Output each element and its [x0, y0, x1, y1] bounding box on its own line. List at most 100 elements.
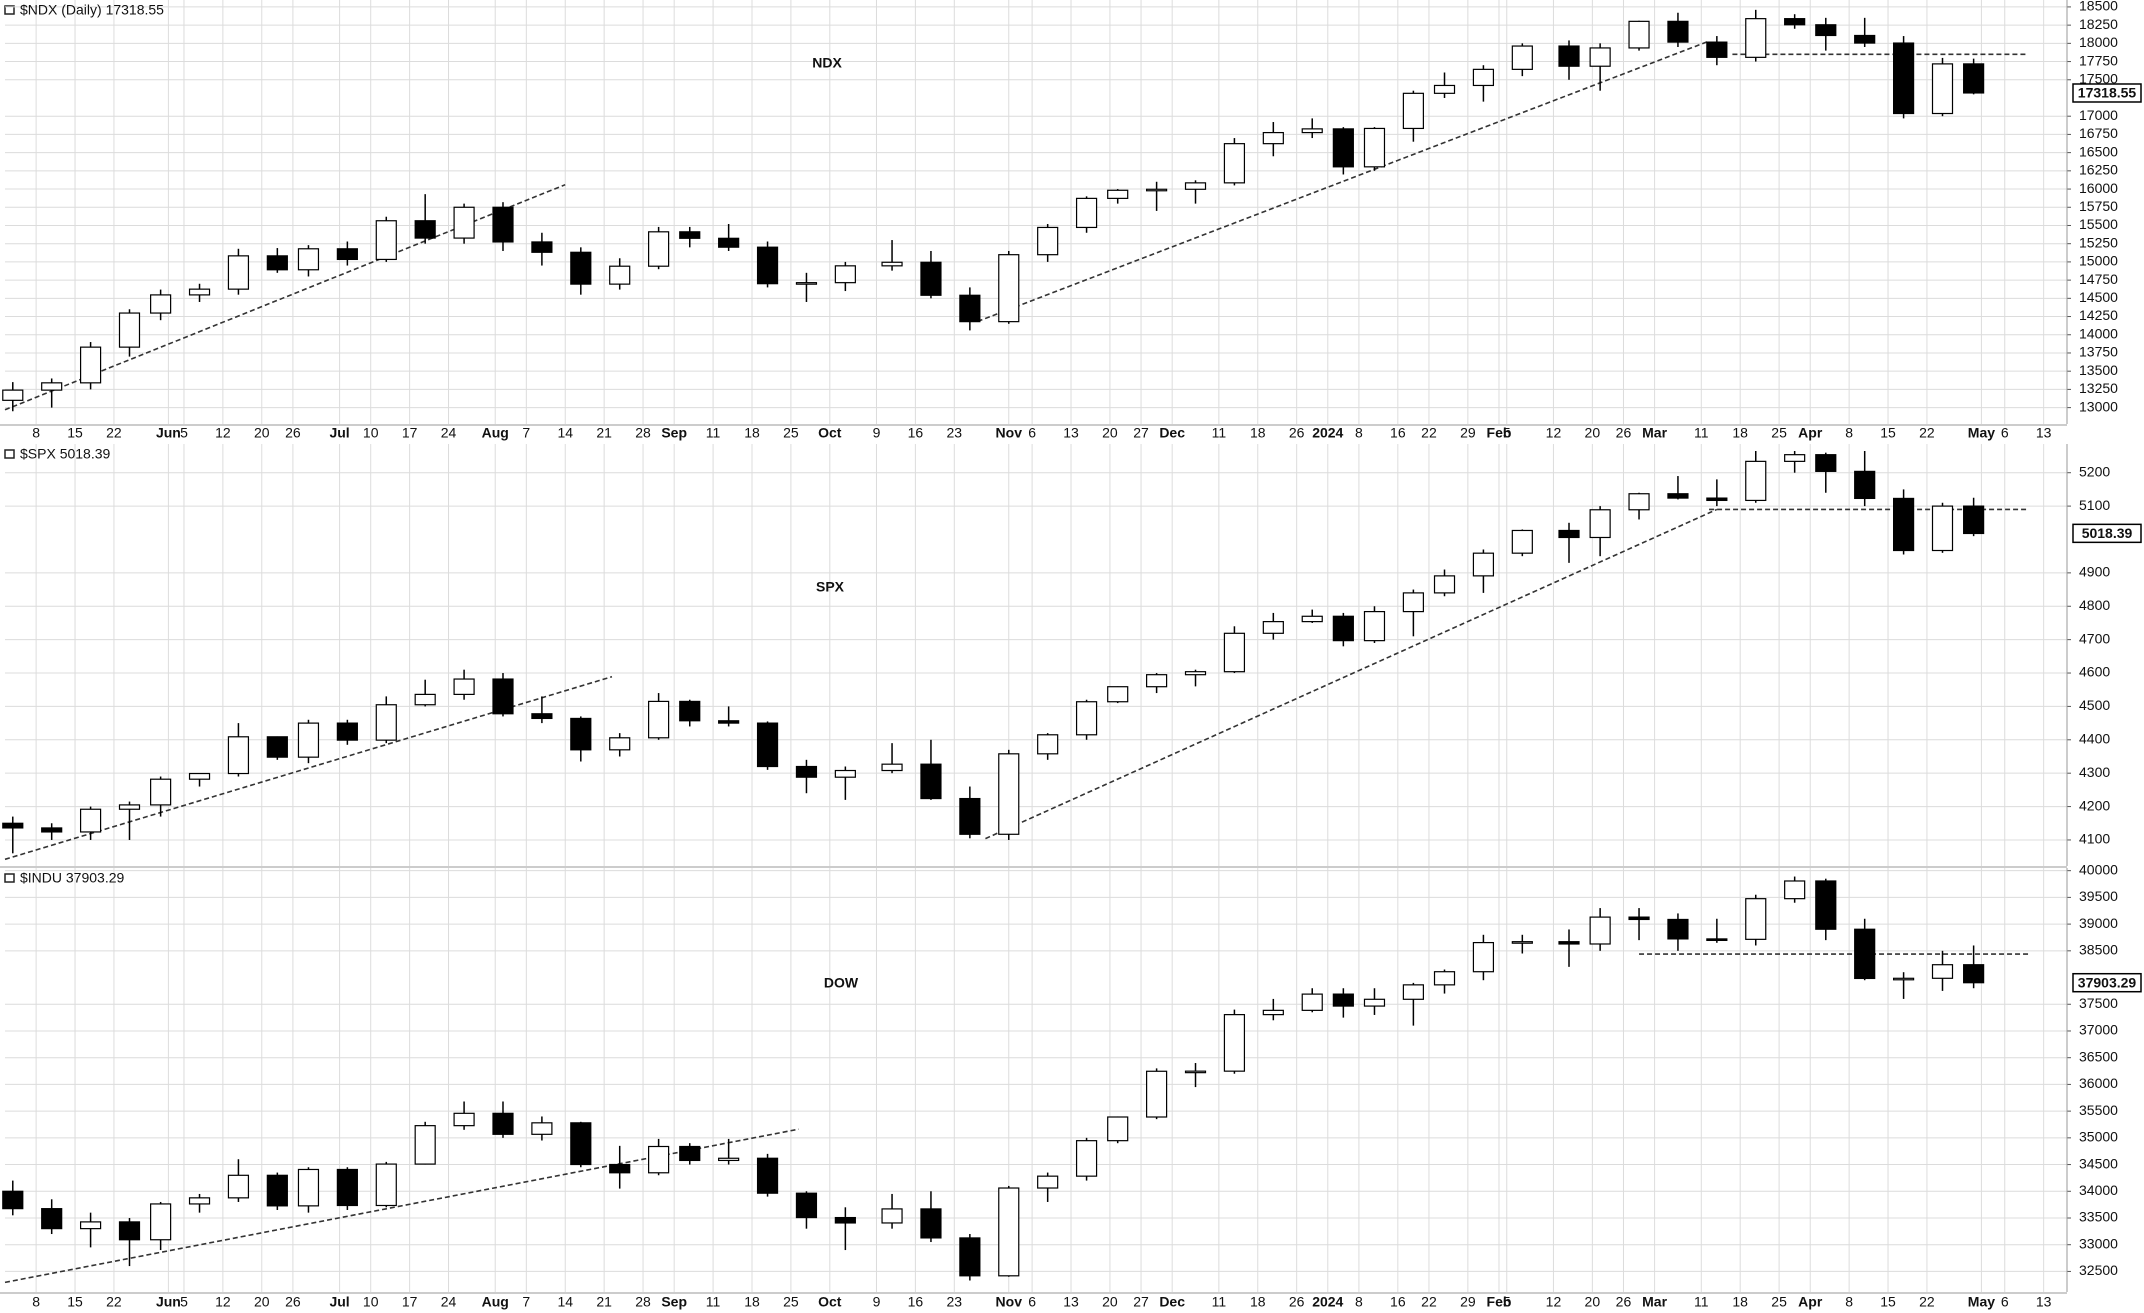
candle-body: [998, 254, 1020, 323]
candle-body: [1433, 575, 1456, 594]
x-tick-label: 6: [1028, 425, 1036, 441]
y-tick-label: 14500: [2079, 289, 2118, 305]
y-tick-label: 4100: [2079, 831, 2110, 847]
candle-body: [1815, 454, 1837, 472]
candle-body: [375, 704, 397, 741]
x-tick-label: 22: [1919, 425, 1935, 441]
candle-body: [41, 382, 63, 391]
last-value-label: 5018.39: [2082, 525, 2133, 541]
candle-body: [492, 678, 514, 715]
x-tick-label: 16: [908, 425, 924, 441]
y-tick-label: 14250: [2079, 307, 2118, 323]
candle-body: [2, 1190, 24, 1210]
x-tick-label: 18: [1250, 425, 1266, 441]
x-tick-label: Dec: [1159, 425, 1185, 441]
candle-body: [756, 1157, 779, 1194]
candle-body: [1963, 505, 1985, 535]
trend-line: [985, 508, 1718, 840]
y-tick-label: 36000: [2079, 1075, 2118, 1091]
x-tick-label: 20: [254, 425, 270, 441]
candle-body: [531, 1122, 553, 1135]
candle-body: [1892, 42, 1915, 115]
candle-body: [1931, 63, 1954, 115]
x-tick-label: 22: [1919, 1294, 1935, 1310]
candle-body: [959, 1237, 981, 1277]
candle-body: [881, 1208, 903, 1224]
x-tick-label: 20: [1102, 1294, 1118, 1310]
candle-body: [1184, 671, 1207, 676]
x-tick-label: 8: [32, 425, 40, 441]
header-icon: [4, 5, 15, 883]
candle-body: [1511, 45, 1533, 70]
x-tick-label: 20: [1585, 425, 1601, 441]
candle-body: [1301, 993, 1323, 1011]
candle-body: [79, 1221, 102, 1230]
candle-body: [1931, 964, 1954, 979]
candle-body: [266, 736, 288, 758]
x-tick-label: 22: [106, 1294, 122, 1310]
candle-body: [1854, 928, 1876, 980]
candle-body: [609, 737, 631, 751]
x-tick-label: Oct: [818, 425, 842, 441]
y-tick-label: 13000: [2079, 398, 2118, 414]
candle-body: [1745, 460, 1767, 502]
candle-body: [1262, 1009, 1284, 1016]
x-tick-label: 26: [1289, 1294, 1305, 1310]
candle-body: [795, 1192, 818, 1219]
x-tick-label: 13: [1063, 425, 1079, 441]
x-tick-label: 25: [1771, 425, 1787, 441]
candle-body: [1107, 189, 1129, 199]
candle-body: [227, 736, 250, 775]
candle-body: [1706, 938, 1728, 942]
candle-body: [1037, 1175, 1059, 1189]
candle-body: [118, 312, 141, 348]
panel-header: $INDU 37903.29: [20, 870, 125, 886]
x-tick-label: 11: [1694, 1294, 1709, 1310]
x-tick-label: 15: [1880, 1294, 1896, 1310]
candle-body: [1511, 941, 1533, 944]
x-tick-label: Feb: [1487, 425, 1512, 441]
x-tick-label: 22: [106, 425, 122, 441]
x-tick-label: 28: [635, 425, 651, 441]
y-tick-label: 15750: [2079, 198, 2118, 214]
candle-body: [1301, 615, 1323, 623]
x-tick-label: Apr: [1798, 425, 1823, 441]
trend-line: [977, 40, 1710, 323]
x-tick-label: 8: [32, 1294, 40, 1310]
candle-body: [1433, 84, 1456, 94]
last-value-box: [2072, 523, 2142, 544]
x-tick-label: 26: [1289, 425, 1305, 441]
candle-body: [1784, 880, 1806, 900]
x-tick-label: 22: [1421, 1294, 1437, 1310]
x-tick-label: 12: [1546, 425, 1562, 441]
candle-body: [920, 261, 942, 296]
candle-body: [414, 693, 436, 706]
x-tick-label: 11: [1694, 425, 1709, 441]
y-tick-label: 40000: [2079, 861, 2118, 877]
y-tick-label: 4600: [2079, 664, 2110, 680]
candle-body: [1667, 918, 1689, 940]
candle-body: [1107, 686, 1129, 703]
x-tick-label: Dec: [1159, 1294, 1185, 1310]
x-tick-label: 20: [254, 1294, 270, 1310]
candle-body: [718, 1157, 740, 1162]
x-tick-label: 10: [363, 1294, 379, 1310]
candle-body: [453, 1112, 475, 1127]
x-tick-label: 26: [1616, 425, 1632, 441]
candle-body: [1706, 41, 1728, 58]
y-tick-label: 17500: [2079, 70, 2118, 86]
x-tick-label: 12: [1546, 1294, 1562, 1310]
x-tick-label: 17: [402, 1294, 418, 1310]
x-tick-label: 23: [947, 425, 963, 441]
y-tick-label: 35000: [2079, 1129, 2118, 1145]
candle-body: [1963, 63, 1985, 94]
candle-body: [1146, 1070, 1168, 1118]
candle-body: [679, 1145, 701, 1162]
x-tick-label: 7: [522, 1294, 530, 1310]
x-tick-label: Oct: [818, 1294, 842, 1310]
candle-body: [1815, 24, 1837, 37]
candle-body: [336, 722, 358, 741]
x-tick-label: 5: [1503, 1294, 1511, 1310]
y-tick-label: 16500: [2079, 143, 2118, 159]
